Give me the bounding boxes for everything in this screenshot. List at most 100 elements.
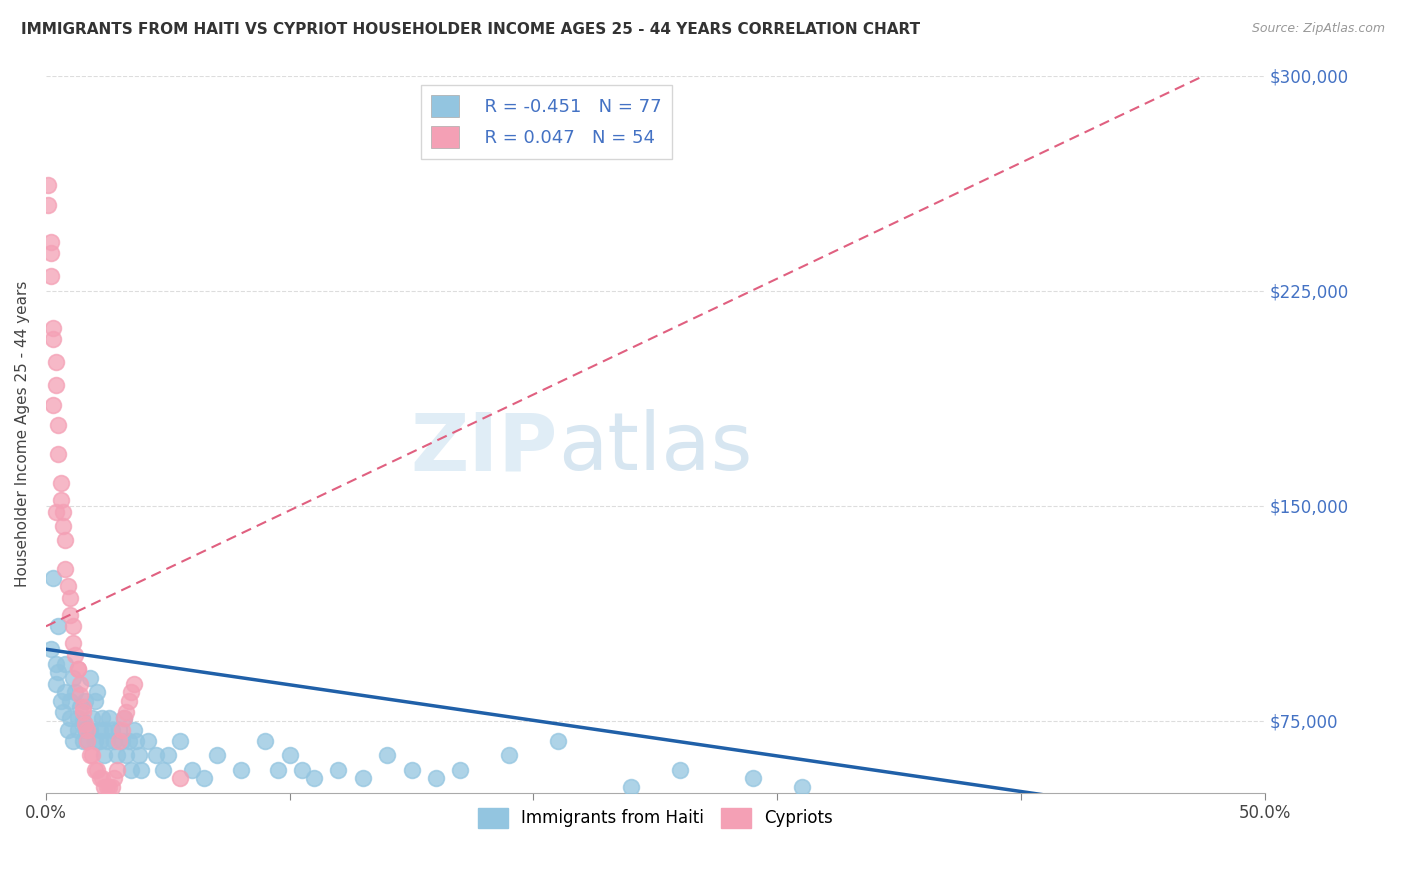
Point [741, 772, 763, 786]
Point [69, 699, 91, 714]
Point [291, 763, 314, 777]
Point [37, 178, 59, 192]
Point [76, 734, 98, 748]
Point [45, 355, 67, 369]
Point [79, 671, 101, 685]
Point [129, 763, 152, 777]
Point [401, 763, 423, 777]
Point [45, 676, 67, 690]
Point [66, 662, 89, 676]
Point [39, 269, 62, 284]
Point [79, 723, 101, 737]
Point [66, 723, 89, 737]
Point [83, 734, 105, 748]
Point [65, 685, 87, 699]
Point [112, 711, 135, 725]
Point [302, 772, 325, 786]
Point [45, 378, 67, 392]
Point [169, 772, 191, 786]
Point [62, 636, 84, 650]
Point [98, 711, 121, 725]
Point [45, 504, 67, 518]
Point [96, 734, 118, 748]
Point [152, 763, 174, 777]
Point [62, 619, 84, 633]
Point [101, 780, 124, 794]
Point [66, 711, 89, 725]
Point [115, 748, 138, 763]
Point [49, 493, 72, 508]
Point [125, 734, 148, 748]
Point [229, 763, 252, 777]
Point [375, 748, 398, 763]
Point [52, 504, 75, 518]
Point [266, 763, 288, 777]
Point [69, 688, 91, 702]
Point [91, 772, 114, 786]
Text: Source: ZipAtlas.com: Source: ZipAtlas.com [1251, 22, 1385, 36]
Point [62, 671, 84, 685]
Point [110, 723, 132, 737]
Point [39, 642, 62, 657]
Point [55, 685, 77, 699]
Point [73, 694, 96, 708]
Point [96, 780, 118, 794]
Point [73, 723, 96, 737]
Point [83, 763, 105, 777]
Point [49, 475, 72, 490]
Point [181, 763, 204, 777]
Point [103, 734, 125, 748]
Point [547, 734, 569, 748]
Point [66, 662, 89, 676]
Point [42, 321, 65, 335]
Point [1059, 808, 1081, 822]
Point [65, 648, 87, 662]
Point [52, 706, 75, 720]
Point [89, 734, 111, 748]
Point [59, 607, 82, 622]
Point [86, 763, 108, 777]
Point [52, 519, 75, 533]
Point [103, 772, 125, 786]
Point [73, 716, 96, 731]
Point [39, 235, 62, 249]
Point [42, 398, 65, 412]
Point [46, 418, 69, 433]
Point [86, 685, 108, 699]
Point [46, 619, 69, 633]
Point [49, 694, 72, 708]
Point [76, 723, 98, 737]
Point [254, 734, 277, 748]
Point [668, 763, 690, 777]
Point [59, 711, 82, 725]
Point [449, 763, 471, 777]
Point [62, 734, 84, 748]
Point [108, 734, 131, 748]
Point [45, 657, 67, 671]
Point [118, 694, 141, 708]
Text: ZIP: ZIP [411, 409, 558, 487]
Point [91, 711, 114, 725]
Point [145, 748, 167, 763]
Point [82, 711, 104, 725]
Point [98, 780, 121, 794]
Point [69, 676, 91, 690]
Point [59, 591, 82, 605]
Point [93, 780, 115, 794]
Point [82, 748, 104, 763]
Point [328, 763, 350, 777]
Point [112, 711, 135, 725]
Legend: Immigrants from Haiti, Cypriots: Immigrants from Haiti, Cypriots [471, 801, 839, 835]
Point [79, 748, 101, 763]
Point [42, 333, 65, 347]
Point [101, 723, 124, 737]
Point [122, 723, 145, 737]
Point [790, 780, 813, 794]
Point [352, 772, 374, 786]
Point [128, 748, 150, 763]
Point [110, 734, 132, 748]
Point [205, 748, 228, 763]
Point [620, 780, 643, 794]
Point [105, 763, 128, 777]
Point [89, 772, 111, 786]
